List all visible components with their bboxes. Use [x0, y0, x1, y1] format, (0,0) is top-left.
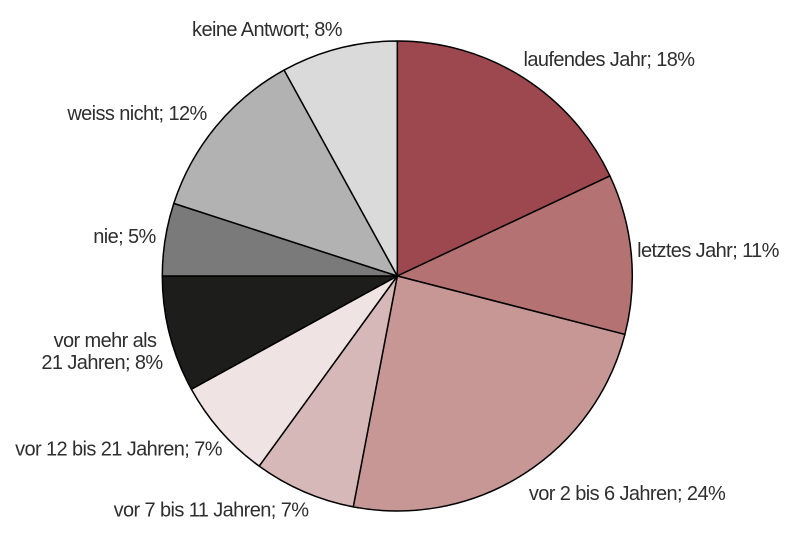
svg-text:vor 12 bis 21 Jahren; 7%: vor 12 bis 21 Jahren; 7% [15, 439, 223, 461]
svg-text:weiss nicht; 12%: weiss nicht; 12% [66, 103, 207, 125]
svg-text:vor mehr als: vor mehr als [54, 330, 157, 352]
svg-text:nie; 5%: nie; 5% [93, 226, 156, 248]
svg-text:keine Antwort; 8%: keine Antwort; 8% [192, 19, 343, 41]
svg-text:21 Jahren; 8%: 21 Jahren; 8% [41, 352, 163, 374]
svg-text:vor 7 bis 11 Jahren; 7%: vor 7 bis 11 Jahren; 7% [114, 500, 310, 522]
svg-text:letztes Jahr; 11%: letztes Jahr; 11% [637, 240, 780, 262]
svg-text:laufendes Jahr; 18%: laufendes Jahr; 18% [524, 49, 696, 71]
svg-text:vor 2 bis 6 Jahren; 24%: vor 2 bis 6 Jahren; 24% [529, 483, 726, 505]
